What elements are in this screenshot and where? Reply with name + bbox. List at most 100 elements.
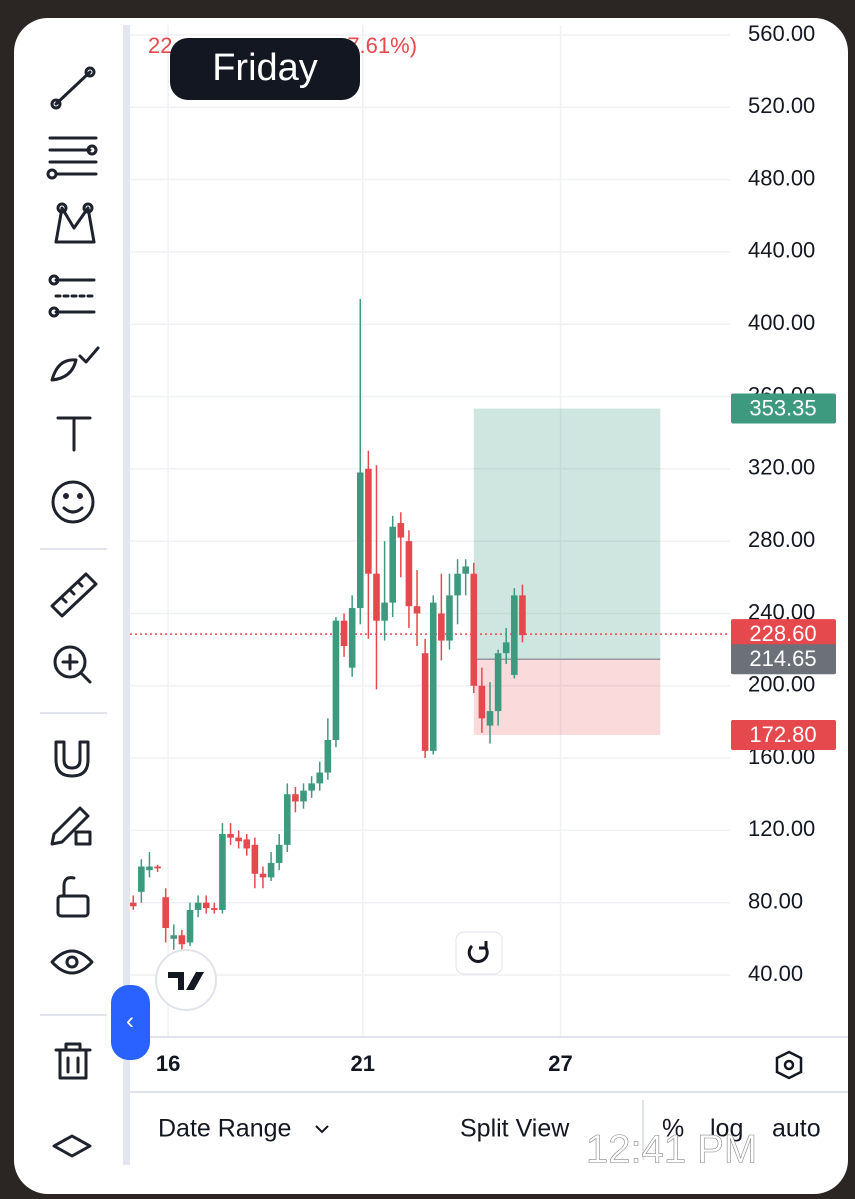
candle-body	[300, 790, 307, 802]
drawing-toolbar	[40, 66, 107, 1158]
candle-body	[446, 595, 453, 641]
y-tick-label: 520.00	[748, 93, 815, 118]
y-tick-label: 560.00	[748, 21, 815, 46]
candle-body	[381, 602, 388, 621]
toolbar-divider	[123, 25, 130, 1165]
price-label-box	[731, 719, 836, 750]
collapse-toolbar-button[interactable]	[111, 985, 150, 1060]
layers-tool[interactable]	[52, 1134, 92, 1158]
collapse-icon: ‹	[126, 1007, 134, 1034]
y-tick-label: 120.00	[748, 816, 815, 841]
logo	[168, 972, 204, 990]
candle-body	[332, 620, 340, 740]
price-label: 228.60	[749, 621, 816, 646]
candle-body	[308, 783, 315, 791]
candle-body	[470, 573, 478, 686]
y-tick-label: 200.00	[748, 672, 815, 697]
trend-line-tool[interactable]	[50, 66, 96, 110]
candle-body	[438, 613, 445, 641]
brush-tool[interactable]	[50, 346, 100, 382]
emoji-tool[interactable]	[51, 480, 95, 524]
y-tick-label: 400.00	[748, 310, 815, 335]
y-tick-label: 320.00	[748, 455, 815, 480]
candle-body	[227, 834, 234, 838]
candle-body	[519, 595, 526, 636]
candle-body	[130, 902, 137, 907]
candle-body	[178, 935, 186, 945]
candle-body	[511, 595, 518, 675]
magnet-tool[interactable]	[54, 740, 90, 778]
candle-body	[502, 642, 510, 654]
candle-body	[348, 608, 356, 668]
candle-body	[478, 685, 486, 719]
ruler-tool[interactable]	[50, 572, 98, 618]
candle-body	[340, 620, 348, 646]
y-tick-label: 280.00	[748, 527, 815, 552]
candle-body	[413, 606, 421, 614]
reset-button[interactable]	[455, 931, 503, 975]
candle-body	[373, 573, 380, 621]
visibility-tool[interactable]	[50, 949, 94, 975]
date-range-button[interactable]: Date Range	[158, 1115, 291, 1143]
fib-tool[interactable]	[46, 136, 98, 180]
projection-tool[interactable]	[48, 274, 96, 318]
candle-body	[356, 472, 364, 609]
log-button[interactable]: log	[710, 1115, 743, 1143]
x-tick-label: 27	[548, 1051, 572, 1076]
candle-body	[365, 468, 372, 574]
candle-body	[324, 740, 332, 773]
candle-body	[389, 526, 397, 603]
y-tick-label: 480.00	[748, 165, 815, 190]
percent-button[interactable]: %	[662, 1115, 684, 1143]
day-tooltip-text: Friday	[212, 47, 318, 89]
pattern-tool[interactable]	[54, 202, 96, 244]
delete-tool[interactable]	[54, 1042, 92, 1080]
y-tick-label: 440.00	[748, 238, 815, 263]
candle-body	[202, 902, 210, 909]
settings-button[interactable]	[775, 1050, 803, 1080]
zoom-tool[interactable]	[53, 645, 92, 684]
candle-body	[194, 902, 202, 910]
price-label: 353.35	[749, 395, 816, 420]
day-tooltip	[170, 38, 360, 100]
candle-body	[283, 794, 291, 845]
candle-body	[454, 573, 461, 596]
price-label-box	[731, 619, 836, 650]
candle-body	[243, 839, 251, 849]
split-view-button[interactable]: Split View	[460, 1115, 570, 1143]
lock-tool[interactable]	[56, 876, 90, 918]
price-label-box	[731, 393, 836, 424]
read-checkmarks	[772, 1135, 810, 1165]
candle-body	[170, 935, 178, 939]
reset-icon	[467, 941, 489, 964]
auto-button[interactable]: auto	[772, 1115, 821, 1143]
candle-body	[494, 653, 502, 712]
message-timestamp: 12:41 PM	[586, 1128, 757, 1172]
candle-body	[138, 866, 145, 892]
x-tick-label: 21	[350, 1051, 374, 1076]
loss-zone	[473, 659, 661, 735]
text-tool[interactable]	[56, 416, 92, 452]
candle-body	[235, 837, 242, 842]
plot-area	[130, 25, 730, 1037]
candle-body	[162, 897, 169, 928]
candle-body	[421, 653, 429, 751]
price-label: 214.65	[749, 646, 816, 671]
profit-zone	[473, 408, 661, 660]
candle-body	[259, 873, 267, 878]
lock-drawing-tool[interactable]	[50, 806, 92, 846]
candle-body	[292, 794, 299, 802]
y-tick-label: 80.00	[748, 889, 803, 914]
logo-badge	[155, 949, 217, 1011]
candle-body	[186, 909, 194, 943]
candle-body	[275, 844, 283, 863]
candle-body	[316, 772, 324, 784]
candle-body	[405, 541, 413, 607]
price-prefix: 22	[148, 33, 172, 58]
candle-body	[146, 866, 153, 871]
x-tick-label: 16	[156, 1051, 180, 1076]
candle-body	[211, 908, 218, 910]
candle-body	[219, 834, 226, 910]
